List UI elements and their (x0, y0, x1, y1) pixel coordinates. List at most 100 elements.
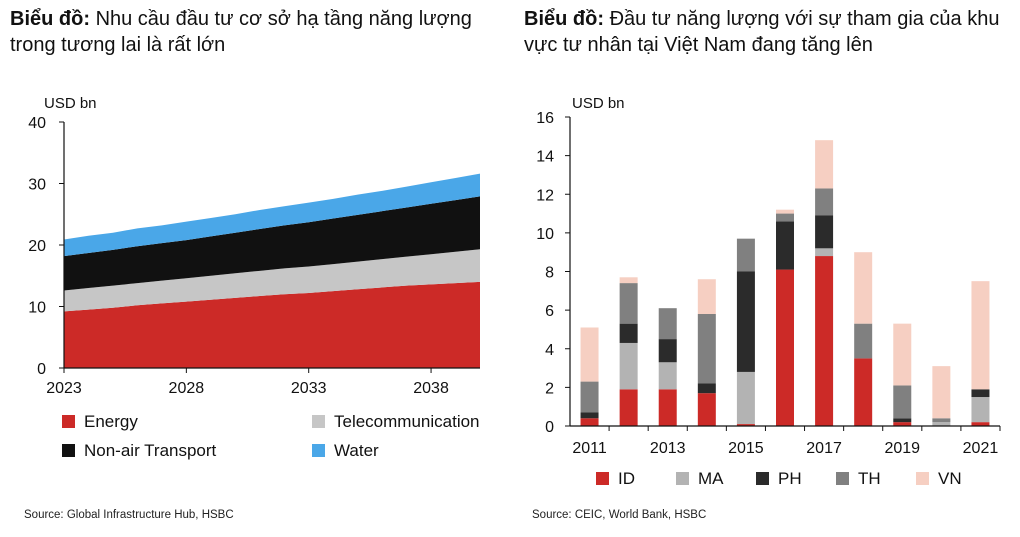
bar-ph-2013 (658, 339, 677, 363)
bar-id-2011 (580, 418, 599, 426)
bar-vn-2021 (971, 281, 990, 390)
bar-ph-2019 (893, 418, 912, 423)
right-legend-label: TH (858, 469, 881, 488)
bar-ma-2013 (658, 362, 677, 390)
left-legend-swatch (62, 415, 75, 428)
bar-th-2018 (854, 323, 873, 359)
bar-id-2018 (854, 358, 873, 426)
bar-ma-2020 (932, 422, 951, 426)
bar-vn-2012 (619, 277, 638, 284)
left-chart-title: Biểu đồ: Nhu cầu đầu tư cơ sở hạ tầng nă… (10, 6, 505, 58)
right-y-tick-label: 12 (536, 187, 554, 204)
bar-id-2015 (736, 424, 755, 426)
right-y-tick-label: 10 (536, 226, 554, 243)
left-y-tick-label: 20 (28, 238, 46, 255)
left-legend-swatch (62, 444, 75, 457)
right-chart-title: Biểu đồ: Đầu tư năng lượng với sự tham g… (524, 6, 1016, 58)
left-legend-label: Energy (84, 412, 138, 431)
bar-ph-2015 (736, 271, 755, 372)
bar-vn-2019 (893, 323, 912, 386)
left-y-tick-label: 30 (28, 177, 46, 194)
right-chart-title-text: Đầu tư năng lượng với sự tham gia của kh… (524, 8, 1000, 56)
right-y-tick-label: 16 (536, 110, 554, 127)
bar-th-2016 (776, 213, 794, 222)
left-legend-label: Water (334, 441, 379, 460)
bar-th-2017 (815, 188, 834, 216)
right-x-tick-label: 2017 (806, 440, 842, 457)
right-y-unit-label: USD bn (572, 95, 625, 112)
left-y-tick-label: 0 (37, 361, 46, 378)
bar-th-2015 (736, 238, 755, 272)
left-chart-title-text: Nhu cầu đầu tư cơ sở hạ tầng năng lượng … (10, 8, 472, 56)
left-legend-swatch (312, 444, 325, 457)
right-bar-chart: 0 2 4 6 8 10 12 14 16 USD bn 2011 2013 2015 2017 2019 2… (536, 95, 1001, 488)
left-y-unit-label: USD bn (44, 95, 97, 112)
bar-ma-2015 (736, 371, 755, 425)
right-chart-source: Source: CEIC, World Bank, HSBC (532, 509, 707, 521)
bar-ph-2017 (815, 215, 834, 249)
bar-th-2019 (893, 385, 912, 419)
right-y-tick-label: 8 (545, 265, 554, 282)
area-series-telecommunication (64, 249, 480, 312)
right-legend-label: MA (698, 469, 724, 488)
bar-vn-2011 (580, 327, 599, 382)
right-y-tick-label: 4 (545, 342, 554, 359)
right-x-tick-label: 2015 (728, 440, 764, 457)
right-legend-swatch (836, 472, 849, 485)
area-series-water (64, 173, 480, 257)
right-x-tick-label: 2013 (650, 440, 686, 457)
left-chart-panel: Biểu đồ: Nhu cầu đầu tư cơ sở hạ tầng nă… (10, 6, 505, 521)
bar-th-2020 (932, 418, 951, 423)
right-legend-swatch (756, 472, 769, 485)
bar-th-2011 (580, 381, 599, 413)
bar-vn-2016 (776, 209, 794, 214)
left-legend-label: Telecommunication (334, 412, 480, 431)
bar-ph-2016 (776, 221, 794, 270)
right-chart-title-prefix: Biểu đồ: (524, 8, 604, 30)
bar-th-2013 (658, 308, 677, 340)
right-legend-label: ID (618, 469, 635, 488)
left-chart-title-prefix: Biểu đồ: (10, 8, 90, 30)
left-legend-swatch (312, 415, 325, 428)
bar-id-2012 (619, 389, 638, 426)
area-series-non-air-transport (64, 196, 480, 291)
left-area-chart: 0 10 20 30 40 USD bn 2023 2028 2033 2038 Energy Tel… (28, 95, 480, 460)
right-legend-label: PH (778, 469, 802, 488)
left-x-tick-label: 2033 (291, 380, 327, 397)
bar-th-2014 (697, 313, 716, 384)
left-y-tick-label: 40 (28, 115, 46, 132)
bar-ph-2021 (971, 389, 990, 398)
right-x-tick-label: 2021 (963, 440, 999, 457)
bar-vn-2017 (815, 140, 834, 189)
bar-ma-2012 (619, 342, 638, 390)
right-x-tick-label: 2011 (572, 440, 607, 457)
bar-id-2019 (893, 422, 912, 426)
bar-id-2021 (971, 422, 990, 426)
left-x-tick-label: 2038 (413, 380, 449, 397)
bar-ph-2012 (619, 323, 638, 343)
bar-ma-2021 (971, 397, 990, 423)
right-y-tick-label: 14 (536, 149, 554, 166)
bar-ph-2011 (580, 412, 599, 419)
right-y-tick-label: 0 (545, 419, 554, 436)
left-legend-label: Non-air Transport (84, 441, 217, 460)
area-series-energy (64, 281, 480, 368)
left-x-tick-label: 2028 (169, 380, 205, 397)
right-legend-swatch (596, 472, 609, 485)
bar-ph-2014 (697, 383, 716, 394)
right-y-tick-label: 6 (545, 303, 554, 320)
right-chart-panel: Biểu đồ: Đầu tư năng lượng với sự tham g… (510, 0, 1020, 537)
bar-vn-2018 (854, 252, 873, 324)
right-legend-swatch (676, 472, 689, 485)
bar-id-2016 (776, 269, 794, 426)
bar-vn-2014 (697, 279, 716, 314)
left-x-tick-label: 2023 (46, 380, 82, 397)
right-y-tick-label: 2 (545, 380, 554, 397)
bar-ma-2017 (815, 248, 834, 257)
right-x-tick-label: 2019 (884, 440, 920, 457)
right-legend-swatch (916, 472, 929, 485)
left-chart-source: Source: Global Infrastructure Hub, HSBC (24, 509, 234, 521)
bar-th-2012 (619, 283, 638, 324)
bar-vn-2020 (932, 366, 951, 419)
right-legend-label: VN (938, 469, 962, 488)
